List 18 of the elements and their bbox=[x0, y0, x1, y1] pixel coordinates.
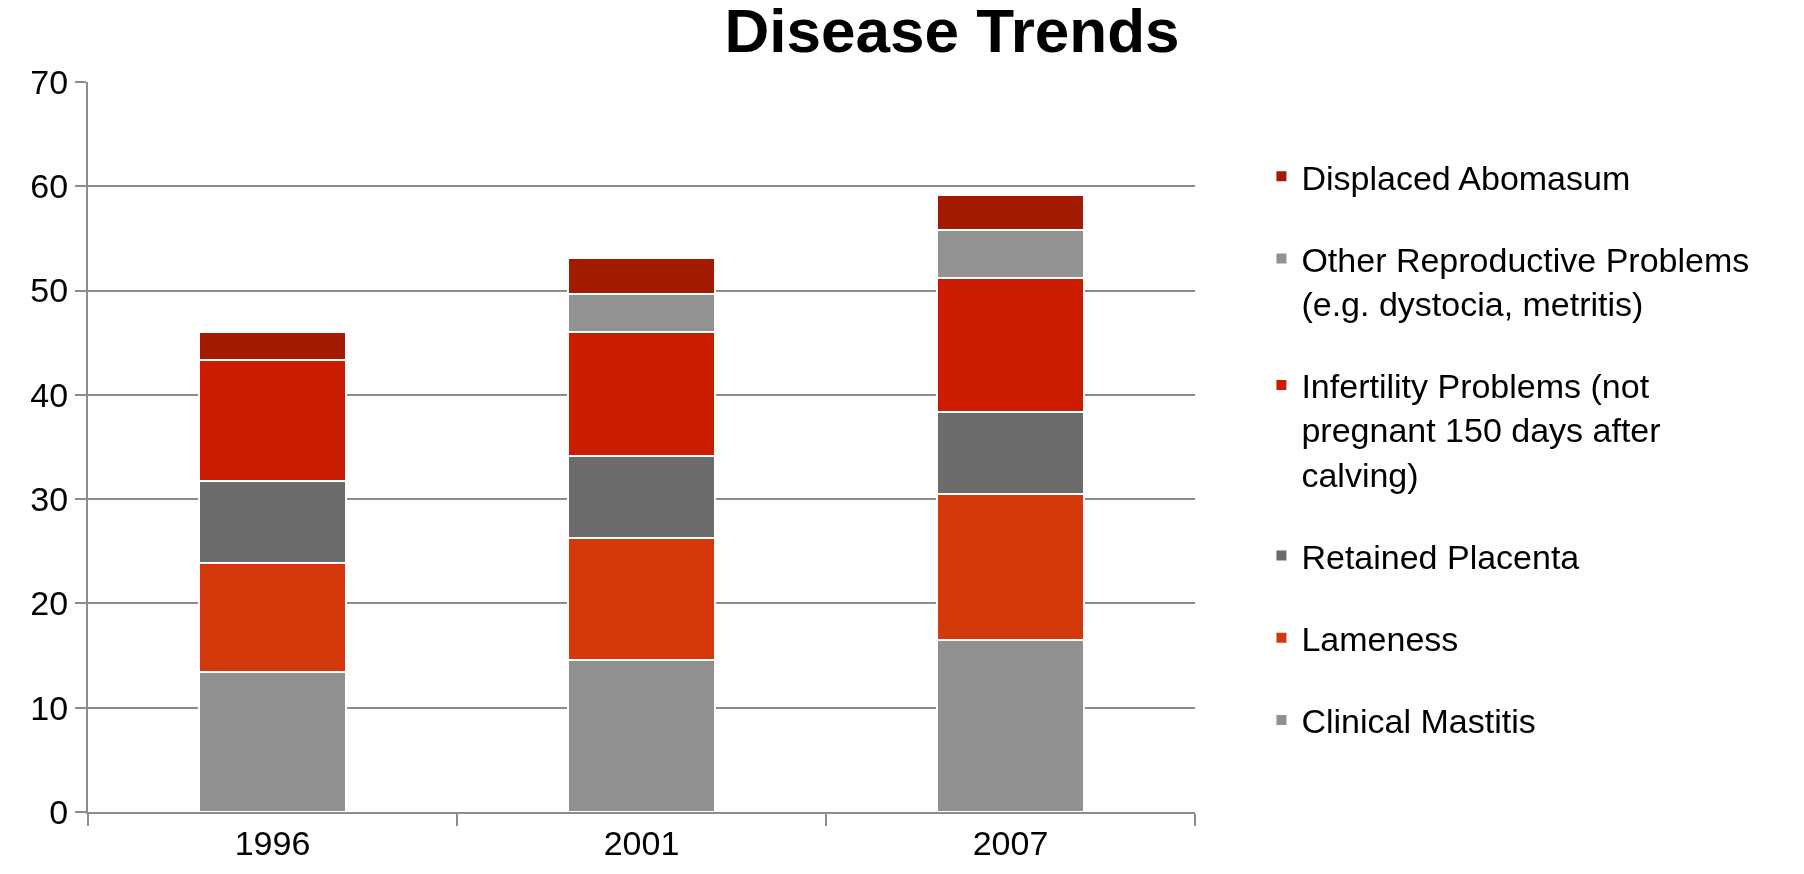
legend-label: Displaced Abomasum bbox=[1301, 158, 1631, 197]
y-tick-label: 60 bbox=[30, 167, 69, 206]
y-tick-label: 40 bbox=[30, 375, 69, 414]
x-tick-label: 2001 bbox=[603, 823, 680, 862]
y-tick-label: 0 bbox=[49, 792, 69, 831]
legend-label: Lameness bbox=[1301, 619, 1459, 658]
y-tick-label: 30 bbox=[30, 480, 69, 519]
legend-label: Other Reproductive Problems (e.g. dystocia, metritis) bbox=[1301, 240, 1750, 323]
y-tick-label: 70 bbox=[30, 62, 69, 101]
legend-label: Retained Placenta bbox=[1301, 537, 1580, 576]
y-tick-label: 50 bbox=[30, 271, 69, 310]
x-tick-label: 2007 bbox=[972, 823, 1049, 862]
legend-label: Clinical Mastitis bbox=[1301, 702, 1536, 741]
x-tick-label: 1996 bbox=[234, 823, 311, 862]
chart-title: Disease Trends bbox=[724, 0, 1180, 66]
legend-label: Infertility Problems (not pregnant 150 days after calving) bbox=[1301, 367, 1661, 494]
y-tick-label: 20 bbox=[30, 584, 69, 623]
y-tick-label: 10 bbox=[30, 688, 69, 727]
